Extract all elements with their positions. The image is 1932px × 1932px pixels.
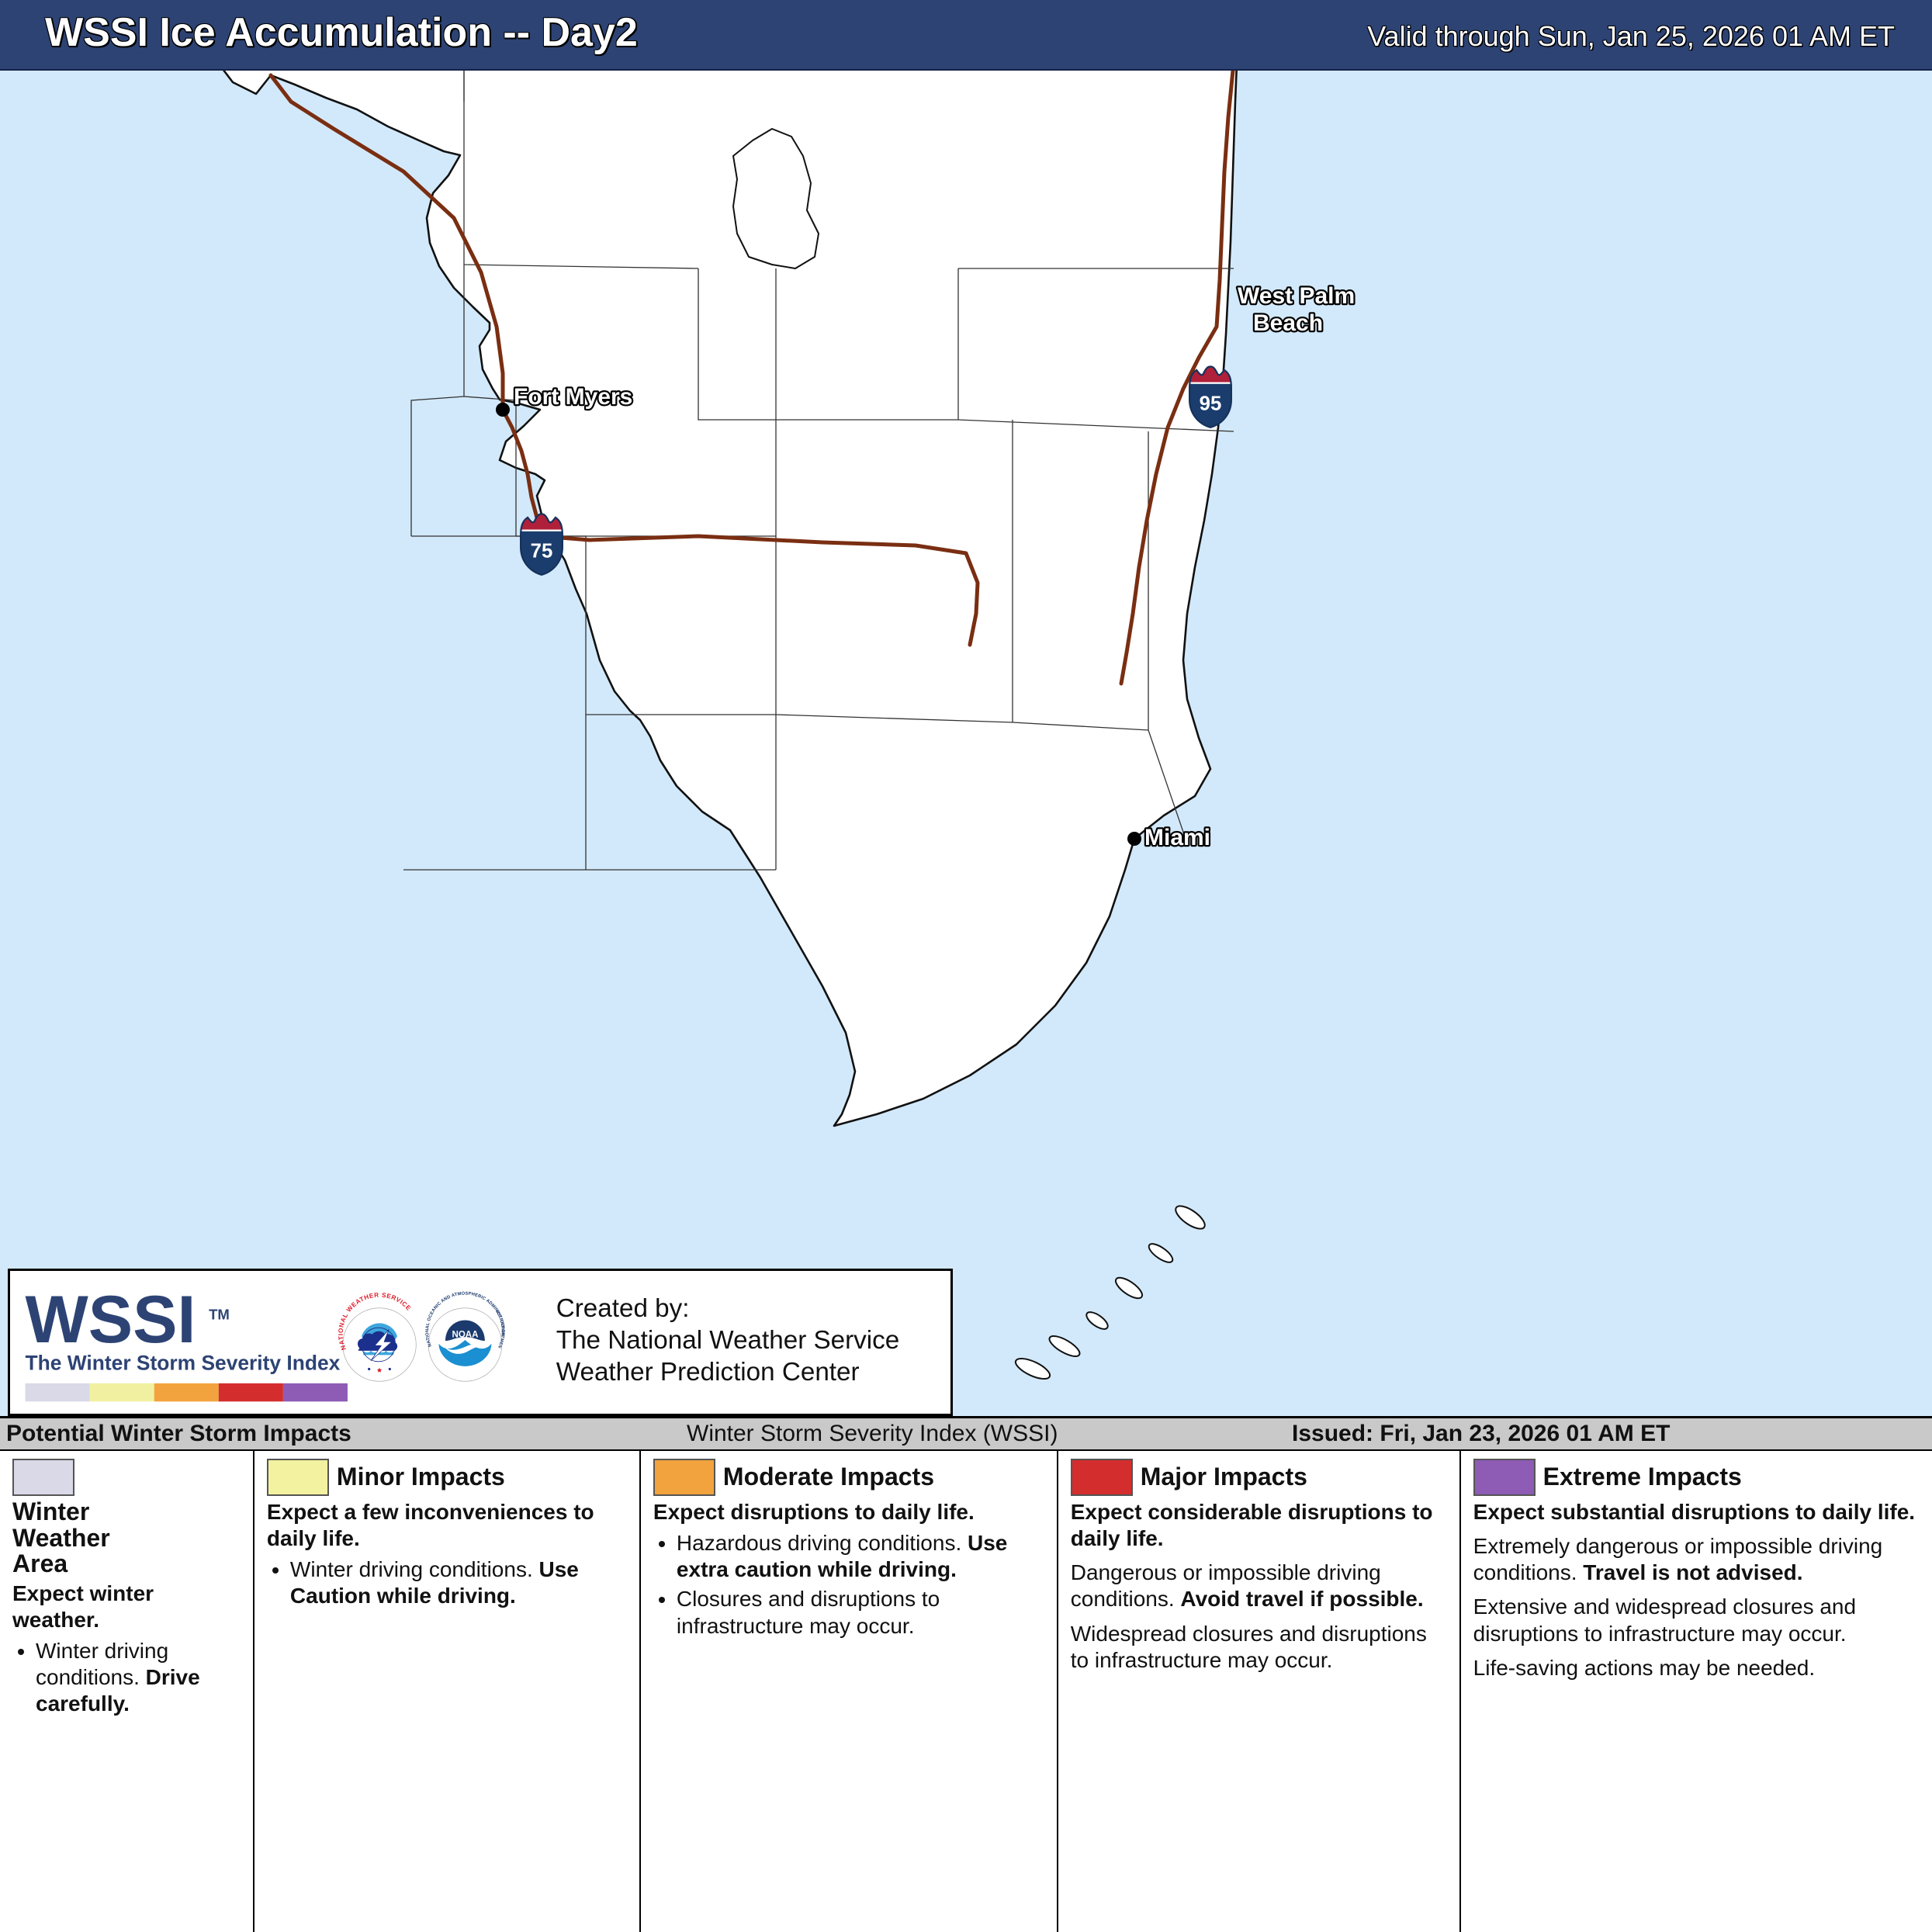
svg-text:75: 75 — [531, 540, 553, 562]
svg-text:Beach: Beach — [1253, 310, 1323, 336]
svg-text:The National Weather Service: The National Weather Service — [556, 1326, 900, 1355]
svg-text:95: 95 — [1200, 393, 1222, 414]
svg-text:West Palm: West Palm — [1238, 283, 1355, 309]
svg-text:WSSI: WSSI — [26, 1283, 196, 1357]
svg-text:Fort Myers: Fort Myers — [514, 384, 632, 410]
svg-text:The Winter Storm Severity Inde: The Winter Storm Severity Index — [26, 1351, 341, 1374]
svg-text:Weather Prediction Center: Weather Prediction Center — [556, 1358, 860, 1387]
svg-text:Miami: Miami — [1144, 825, 1210, 850]
svg-text:TM: TM — [209, 1307, 230, 1323]
svg-text:Created by:: Created by: — [556, 1294, 690, 1323]
svg-text:NOAA: NOAA — [452, 1330, 479, 1339]
